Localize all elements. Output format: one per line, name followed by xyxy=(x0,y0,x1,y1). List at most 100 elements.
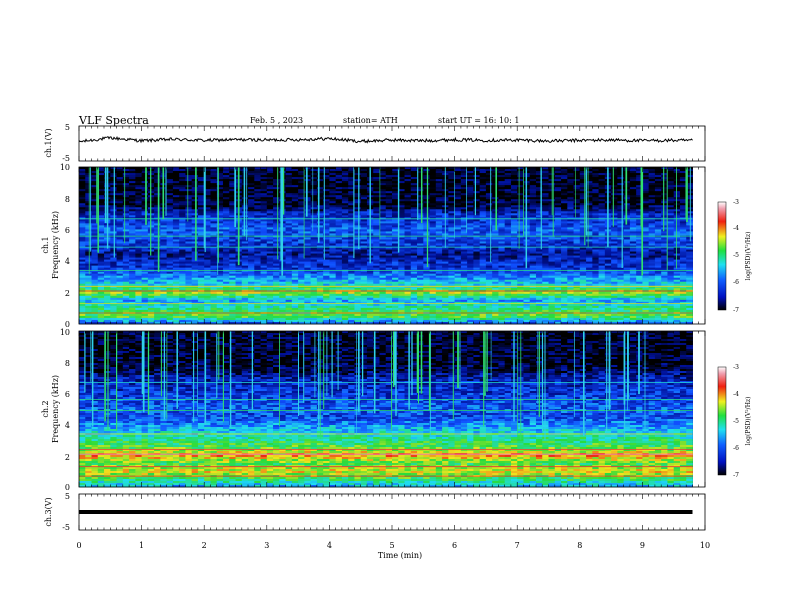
spectrogram-cell xyxy=(435,193,443,196)
spectrogram-cell xyxy=(285,179,293,182)
spectrogram-cell xyxy=(222,237,230,240)
spectrogram-cell xyxy=(510,191,518,194)
spectrogram-cell xyxy=(648,233,656,236)
spectrogram-cell xyxy=(110,213,117,216)
spectrogram-cell xyxy=(392,233,399,236)
spectrogram-cell xyxy=(285,175,293,178)
spectrogram-cell xyxy=(166,187,174,190)
spectrogram-cell xyxy=(191,197,199,200)
spectrogram-cell xyxy=(460,181,468,184)
spectrogram-cell xyxy=(129,191,136,194)
spectrogram-cell xyxy=(91,173,99,176)
spectrogram-cell xyxy=(642,183,650,186)
spectrogram-cell xyxy=(460,169,468,172)
spectrogram-cell xyxy=(392,219,399,222)
spectrogram-cell xyxy=(573,225,581,228)
spectrogram-cell xyxy=(392,177,399,180)
spectrogram-cell xyxy=(385,225,393,228)
spectrogram-cell xyxy=(329,239,337,242)
spectrogram-cell xyxy=(298,231,305,234)
spectrogram-cell xyxy=(298,199,305,202)
spectrogram-cell xyxy=(323,201,330,204)
spectrogram-cell xyxy=(586,183,593,186)
spectrogram-cell xyxy=(273,207,280,210)
spectrogram-cell xyxy=(260,201,268,204)
spectrogram-cell xyxy=(210,225,218,228)
spectrogram-cell xyxy=(460,207,468,210)
spectrogram-cell xyxy=(498,175,506,178)
spectrogram-cell xyxy=(222,233,230,236)
spectrogram-cell xyxy=(154,229,161,232)
spectrogram-cell xyxy=(479,211,487,214)
spectrogram-cell xyxy=(341,223,349,226)
spectrogram-cell xyxy=(323,223,330,226)
spectrogram-cell xyxy=(222,171,230,174)
spectrogram-cell xyxy=(248,169,255,172)
spectrogram-cell xyxy=(498,221,506,224)
spectrogram-cell xyxy=(611,187,618,190)
spectrogram-cell xyxy=(273,199,280,202)
spectrogram-cell xyxy=(222,195,230,198)
spectrogram-cell xyxy=(410,179,418,182)
spectrogram-cell xyxy=(260,179,268,182)
spectrogram-cell xyxy=(561,185,568,188)
spectrogram-cell xyxy=(166,195,174,198)
spectrogram-cell xyxy=(642,211,650,214)
spectrogram-cell xyxy=(216,189,224,192)
spectrogram-cell xyxy=(642,189,650,192)
spectrogram-cell xyxy=(323,219,330,222)
spectrogram-cell xyxy=(210,201,218,204)
spectrogram-cell xyxy=(479,191,487,194)
spectrogram-cell xyxy=(373,213,380,216)
spectrogram-cell xyxy=(404,229,412,232)
spectrogram-cell xyxy=(554,183,562,186)
spectrogram-cell xyxy=(504,177,512,180)
spectrogram-cell xyxy=(172,177,180,180)
spectrogram-cell xyxy=(454,179,462,182)
spectrogram-cell xyxy=(611,177,618,180)
spectrogram-cell xyxy=(667,189,675,192)
spectrogram-cell xyxy=(667,187,675,190)
spectrogram-cell xyxy=(554,187,562,190)
spectrogram-cell xyxy=(567,213,574,216)
spectrogram-cell xyxy=(573,207,581,210)
spectrogram-cell xyxy=(329,207,337,210)
spectrogram-cell xyxy=(535,207,543,210)
spectrogram-cell xyxy=(573,229,581,232)
spectrogram-cell xyxy=(467,231,474,234)
spectrogram-cell xyxy=(373,233,380,236)
spectrogram-cell xyxy=(348,189,355,192)
spectrogram-cell xyxy=(667,197,675,200)
spectrogram-cell xyxy=(467,239,474,242)
spectrogram-cell xyxy=(254,185,261,188)
spectrogram-cell xyxy=(379,207,387,210)
spectrogram-cell xyxy=(617,169,625,172)
spectrogram-cell xyxy=(479,219,487,222)
spectrogram-cell xyxy=(448,235,455,238)
spectrogram-cell xyxy=(348,231,355,234)
spectrogram-cell xyxy=(360,205,368,208)
spectrogram-cell xyxy=(554,231,562,234)
spectrogram-cell xyxy=(636,203,643,206)
spectrogram-cell xyxy=(254,179,261,182)
spectrogram-cell xyxy=(298,185,305,188)
spectrogram-cell xyxy=(429,237,437,240)
spectrogram-cell xyxy=(85,171,92,174)
spectrogram-cell xyxy=(185,193,193,196)
spectrogram-cell xyxy=(229,207,236,210)
spectrogram-cell xyxy=(291,187,299,190)
spectrogram-cell xyxy=(467,233,474,236)
spectrogram-cell xyxy=(567,239,574,242)
spectrogram-cell xyxy=(485,207,493,210)
spectrogram-cell xyxy=(91,213,99,216)
spectrogram-cell xyxy=(448,201,455,204)
spectrogram-cell xyxy=(429,203,437,206)
spectrogram-cell xyxy=(273,203,280,206)
spectrogram-cell xyxy=(561,195,568,198)
spectrogram-cell xyxy=(341,179,349,182)
spectrogram-cell xyxy=(385,205,393,208)
spectrogram-cell xyxy=(97,231,105,234)
spectrogram-cell xyxy=(335,209,343,212)
spectrogram-cell xyxy=(504,231,512,234)
spectrogram-cell xyxy=(417,171,424,174)
